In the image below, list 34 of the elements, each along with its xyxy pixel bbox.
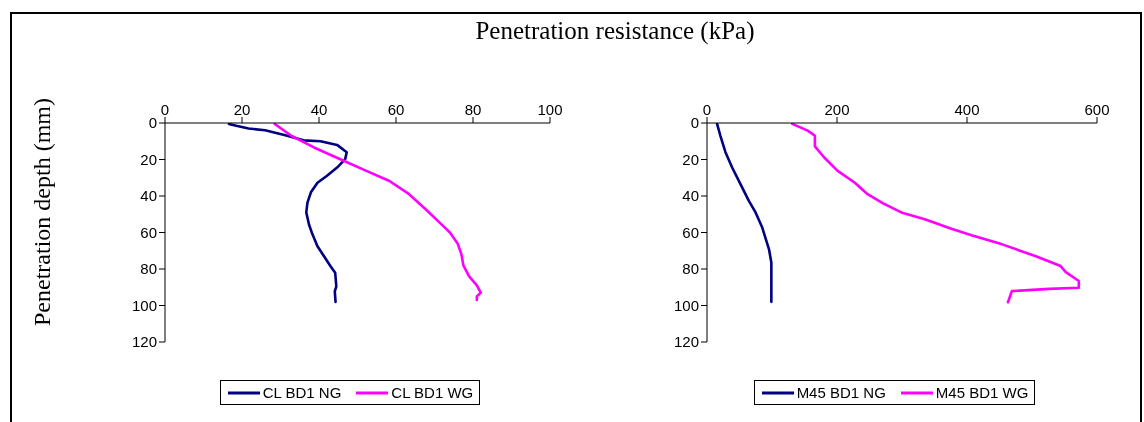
x-tick-label: 60 (387, 101, 405, 118)
x-tick-label: 0 (702, 101, 712, 118)
x-tick-label: 200 (824, 101, 850, 118)
y-tick-label: 20 (682, 150, 699, 168)
y-tick-label: 0 (148, 114, 157, 132)
y-tick-label: 80 (140, 260, 157, 278)
x-tick-label: 40 (310, 101, 328, 118)
line-series (273, 123, 482, 302)
legend-label: M45 BD1 NG (796, 384, 886, 401)
y-tick-label: 60 (682, 223, 699, 241)
y-tick-label: 20 (140, 150, 157, 168)
y-tick-label: 40 (682, 187, 699, 205)
y-tick-label: 120 (131, 333, 157, 351)
x-tick-label: 400 (954, 101, 980, 118)
x-tick-label: 80 (464, 101, 482, 118)
y-tick-label: 60 (140, 223, 157, 241)
x-axis-title: Penetration resistance (kPa) (474, 17, 756, 45)
y-tick-label: 40 (140, 187, 157, 205)
y-tick-label: 100 (131, 296, 157, 314)
y-tick-label: 120 (673, 333, 699, 351)
y-tick-label: 80 (682, 260, 699, 278)
line-series (790, 123, 1081, 304)
x-tick-label: 20 (233, 101, 251, 118)
legend-label: CL BD1 NG (262, 384, 342, 401)
y-tick-label: 0 (690, 114, 699, 132)
legend-label: M45 BD1 WG (935, 384, 1029, 401)
line-series (715, 123, 773, 304)
y-axis-title: Penetration depth (mm) (28, 98, 56, 326)
legend-label: CL BD1 WG (391, 384, 474, 401)
x-tick-label: 0 (160, 101, 170, 118)
line-series (227, 123, 349, 304)
y-tick-label: 100 (673, 296, 699, 314)
x-tick-label: 100 (537, 101, 563, 118)
x-tick-label: 600 (1084, 101, 1110, 118)
